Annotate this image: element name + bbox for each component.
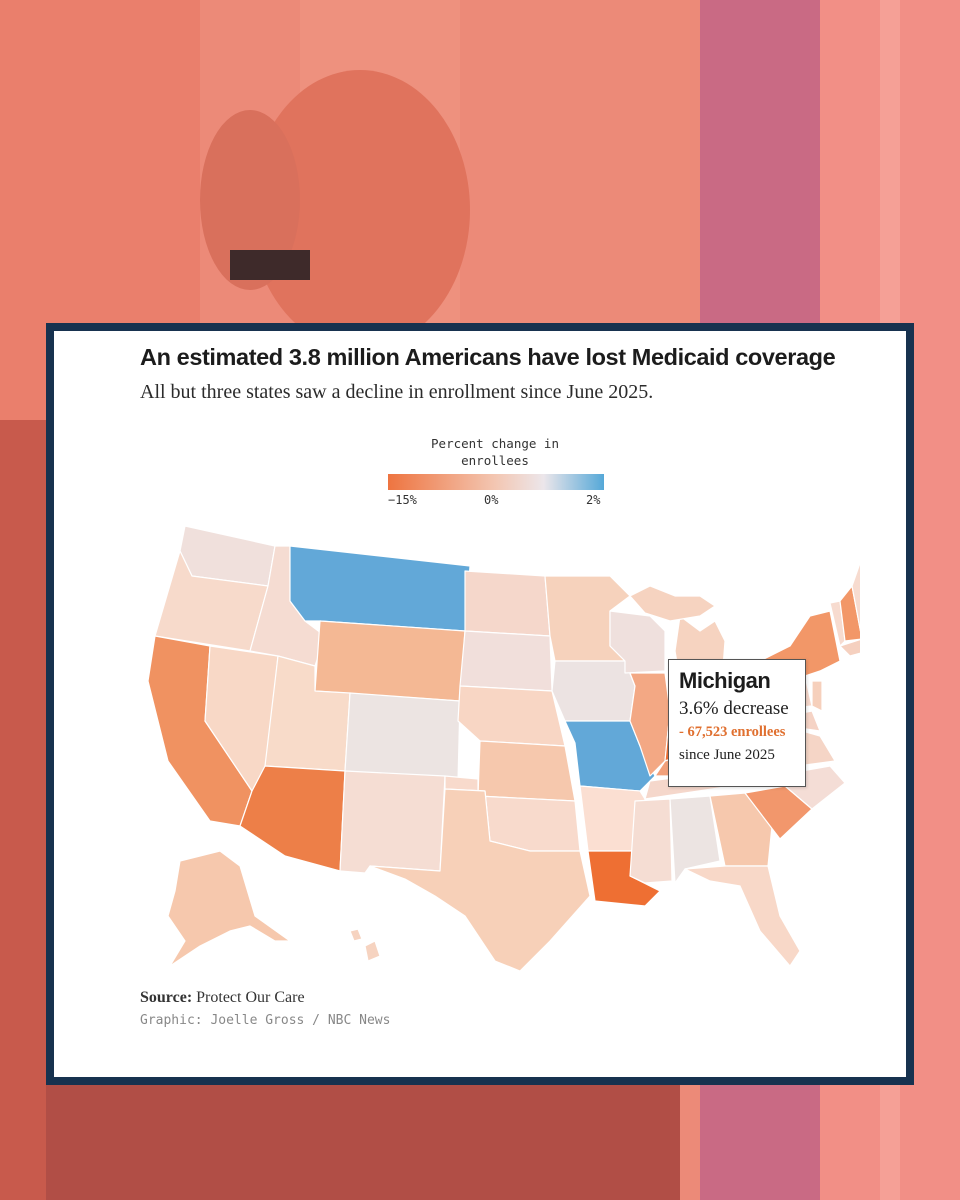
state-new-jersey[interactable]	[811, 680, 823, 712]
state-colorado[interactable]	[344, 692, 461, 782]
state-tooltip: Michigan 3.6% decrease - 67,523 enrollee…	[668, 659, 806, 787]
state-alabama[interactable]	[669, 795, 721, 884]
legend-min-label: −15%	[388, 493, 417, 507]
tooltip-since: since June 2025	[679, 747, 775, 763]
state-north-dakota[interactable]	[464, 570, 551, 637]
state-texas[interactable]	[369, 788, 591, 972]
state-michigan-upper[interactable]	[629, 585, 716, 622]
state-maine[interactable]	[851, 549, 860, 639]
state-south-dakota[interactable]	[459, 630, 553, 692]
state-hawaii[interactable]	[349, 928, 363, 942]
state-georgia[interactable]	[709, 792, 773, 867]
state-iowa[interactable]	[551, 660, 636, 722]
chart-subtitle: All but three states saw a decline in en…	[140, 381, 654, 403]
state-montana[interactable]	[289, 545, 471, 632]
chart-title: An estimated 3.8 million Americans have …	[140, 344, 836, 370]
state-mississippi[interactable]	[629, 798, 673, 884]
state-wyoming[interactable]	[314, 620, 466, 702]
chart-card: An estimated 3.8 million Americans have …	[46, 323, 914, 1085]
state-illinois[interactable]	[629, 672, 671, 777]
state-hawaii-2[interactable]	[364, 940, 381, 962]
state-florida[interactable]	[684, 865, 801, 967]
legend-color-bar	[388, 474, 604, 490]
source-label: Source:	[140, 989, 193, 1006]
state-nebraska[interactable]	[457, 685, 566, 747]
source-value: Protect Our Care	[196, 989, 305, 1006]
tooltip-state-name: Michigan	[679, 668, 771, 693]
state-alaska[interactable]	[167, 850, 291, 967]
graphic-credit: Graphic: Joelle Gross / NBC News	[140, 1013, 391, 1028]
state-kansas[interactable]	[477, 740, 576, 802]
source-note: Source: Protect Our Care	[140, 989, 305, 1007]
tooltip-change: 3.6% decrease	[679, 698, 789, 719]
state-new-hampshire[interactable]	[839, 585, 860, 642]
state-wisconsin[interactable]	[609, 610, 666, 674]
legend-mid-label: 0%	[484, 493, 499, 507]
state-new-mexico[interactable]	[339, 770, 446, 874]
state-massachusetts[interactable]	[839, 639, 860, 657]
tooltip-enrollees: - 67,523 enrollees	[679, 724, 786, 740]
legend-title: Percent change in enrollees	[431, 436, 559, 468]
legend-max-label: 2%	[586, 493, 601, 507]
